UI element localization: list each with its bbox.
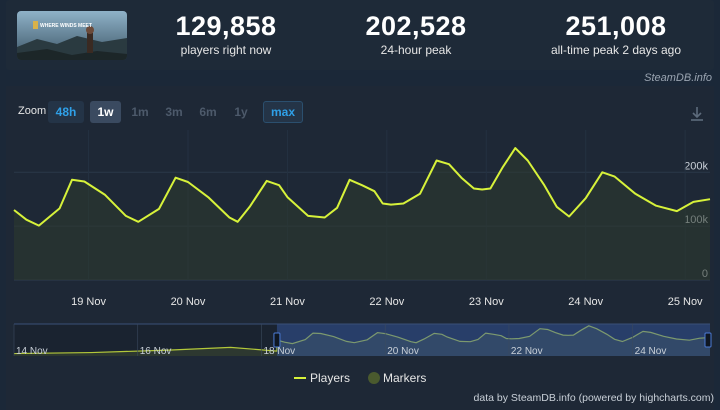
navigator-left-handle[interactable]: [273, 332, 281, 348]
players-data-point: [514, 147, 516, 149]
players-data-point: [585, 197, 587, 199]
x-tick-label: 19 Nov: [71, 296, 106, 308]
players-data-point: [614, 175, 616, 177]
players-data-point: [655, 204, 657, 206]
players-data-point: [473, 187, 475, 189]
players-data-point: [361, 184, 363, 186]
players-data-point: [556, 206, 558, 208]
players-data-point: [419, 193, 421, 195]
navigator-series-line: [13, 325, 711, 355]
zoom-48h-button[interactable]: 48h: [48, 101, 84, 123]
legend-markers-swatch: [368, 372, 380, 384]
zoom-label: Zoom: [18, 105, 47, 117]
players-data-point: [634, 193, 636, 195]
navigator-date-label: 22 Nov: [511, 346, 543, 357]
navigator-selected-range[interactable]: [276, 324, 710, 356]
stat-24h-peak-value: 202,528: [365, 11, 467, 41]
players-area: [14, 148, 710, 280]
players-data-point: [158, 208, 160, 210]
players-data-point: [481, 188, 483, 190]
players-data-point: [568, 215, 570, 217]
players-data-point: [348, 179, 350, 181]
players-data-point: [266, 180, 268, 182]
players-data-point: [278, 184, 280, 186]
stats-bar: WHERE WINDS MEET 129,858 players right n…: [6, 0, 714, 70]
zoom-6m-button[interactable]: 6m: [199, 105, 217, 119]
players-data-point: [543, 184, 545, 186]
x-tick-label: 25 Nov: [668, 296, 703, 308]
legend-markers-label[interactable]: Markers: [383, 371, 426, 385]
stat-current-value: 129,858: [175, 11, 277, 41]
zoom-1m-button[interactable]: 1m: [131, 105, 149, 119]
navigator-date-label: 20 Nov: [387, 346, 419, 357]
players-data-point: [390, 203, 392, 205]
players-data-point: [460, 176, 462, 178]
players-data-point: [601, 171, 603, 173]
navigator-area: [14, 325, 710, 356]
players-data-point: [208, 196, 210, 198]
navigator-right-handle[interactable]: [704, 332, 712, 348]
players-data-point: [38, 224, 40, 226]
players-data-point: [382, 202, 384, 204]
thumbnail-caption: WHERE WINDS MEET: [40, 23, 92, 29]
download-icon[interactable]: [690, 106, 704, 127]
stat-24h-peak-label: 24-hour peak: [380, 43, 452, 57]
x-tick-label: 24 Nov: [568, 296, 603, 308]
players-data-point: [373, 190, 375, 192]
x-tick-label: 21 Nov: [270, 296, 305, 308]
players-series-line: [13, 147, 711, 227]
players-data-point: [83, 180, 85, 182]
players-data-point: [58, 207, 60, 209]
players-data-point: [307, 215, 309, 217]
legend-players-label[interactable]: Players: [310, 371, 350, 385]
stat-current: 129,858 players right now: [156, 10, 296, 58]
stat-24h-peak: 202,528 24-hour peak: [346, 10, 486, 58]
players-data-point: [676, 210, 678, 212]
players-data-point: [174, 176, 176, 178]
players-data-point: [402, 202, 404, 204]
players-data-point: [489, 187, 491, 189]
players-data-point: [237, 221, 239, 223]
players-data-point: [324, 216, 326, 218]
players-data-point: [502, 166, 504, 168]
players-data-point: [448, 163, 450, 165]
players-data-point: [527, 159, 529, 161]
players-data-point: [125, 215, 127, 217]
x-tick-label: 20 Nov: [171, 296, 206, 308]
players-data-point: [228, 216, 230, 218]
players-data-point: [249, 205, 251, 207]
players-data-point: [13, 209, 15, 211]
players-data-point: [187, 181, 189, 183]
players-data-point: [71, 179, 73, 181]
players-data-point: [25, 218, 27, 220]
stat-current-label: players right now: [180, 43, 272, 57]
x-tick-label: 22 Nov: [369, 296, 404, 308]
players-data-point: [692, 201, 694, 203]
x-tick-label: 23 Nov: [469, 296, 504, 308]
zoom-3m-button[interactable]: 3m: [165, 105, 183, 119]
stat-all-time-peak-label: all-time peak 2 days ago: [550, 43, 682, 57]
steamdb-credit[interactable]: SteamDB.info: [644, 72, 712, 84]
players-data-point: [104, 194, 106, 196]
stat-all-time-peak: 251,008 all-time peak 2 days ago: [536, 10, 696, 58]
zoom-max-button[interactable]: max: [263, 101, 303, 123]
game-thumbnail[interactable]: WHERE WINDS MEET: [17, 11, 127, 60]
navigator-date-label: 14 Nov: [16, 346, 48, 357]
highcharts-credit[interactable]: data by SteamDB.info (powered by highcha…: [473, 392, 714, 404]
zoom-1w-button[interactable]: 1w: [90, 101, 121, 123]
players-data-point: [709, 198, 711, 200]
navigator-date-label: 18 Nov: [263, 346, 295, 357]
players-data-point: [137, 221, 139, 223]
navigator-date-label: 16 Nov: [140, 346, 172, 357]
y-tick-label: 200k: [684, 160, 708, 172]
navigator-date-label: 24 Nov: [635, 346, 667, 357]
players-data-point: [336, 207, 338, 209]
players-data-point: [435, 159, 437, 161]
stat-all-time-peak-value: 251,008: [565, 11, 667, 41]
zoom-1y-button[interactable]: 1y: [234, 105, 248, 119]
players-data-point: [286, 196, 288, 198]
